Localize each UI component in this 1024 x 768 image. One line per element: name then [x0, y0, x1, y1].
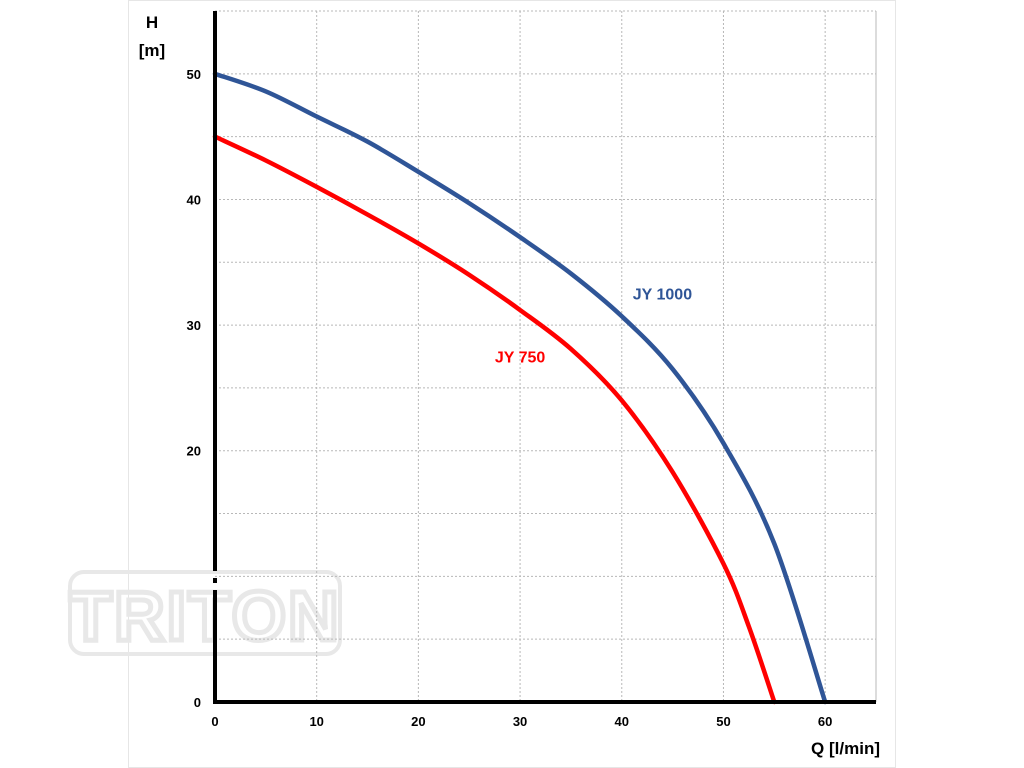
x-tick-label: 40	[615, 714, 629, 729]
annotation-labels: JY 1000 JY 750	[495, 287, 692, 367]
axes-group	[213, 11, 876, 704]
x-tick-label: 30	[513, 714, 527, 729]
x-tick-label: 20	[411, 714, 425, 729]
series-line-1	[212, 134, 777, 705]
y-tick-label: 40	[187, 192, 201, 207]
y-tick-label: 20	[187, 444, 201, 459]
x-axis-title: Q [l/min]	[811, 739, 880, 758]
y-axis-title-line1: H	[146, 13, 158, 32]
logo-frame	[68, 570, 342, 656]
x-tick-label: 10	[309, 714, 323, 729]
triton-logo: TRITON	[67, 570, 342, 658]
series-label-1: JY 750	[495, 350, 546, 367]
tick-labels: 0 10 20 30 40 50 60 0 20 30 40 50	[187, 67, 833, 729]
y-tick-label: 50	[187, 67, 201, 82]
x-tick-label: 60	[818, 714, 832, 729]
y-tick-label: 0	[194, 695, 201, 710]
logo-text: TRITON	[69, 577, 340, 655]
y-axis-title-line2: [m]	[139, 41, 165, 60]
y-tick-label: 30	[187, 318, 201, 333]
series-group	[212, 71, 828, 705]
series-label-0: JY 1000	[633, 287, 692, 304]
series-line-0	[212, 71, 828, 705]
x-tick-label: 0	[211, 714, 218, 729]
grid-lines	[215, 10, 877, 702]
x-tick-label: 50	[716, 714, 730, 729]
